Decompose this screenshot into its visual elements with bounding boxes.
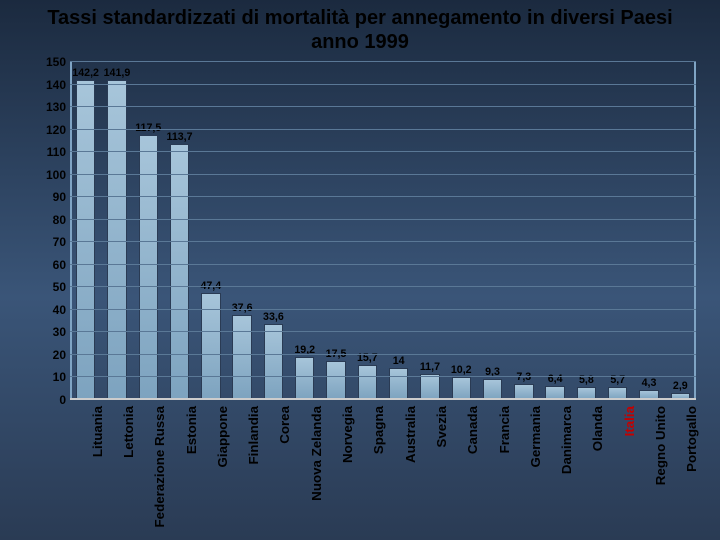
ytick-label: 60: [40, 258, 66, 272]
slide-root: Tassi standardizzati di mortalità per an…: [0, 0, 720, 540]
gridline: [70, 309, 696, 310]
bar-data-label: 142,2: [72, 67, 99, 81]
gridline: [70, 376, 696, 377]
ytick-label: 20: [40, 348, 66, 362]
x-category-label: Germania: [528, 406, 543, 468]
ytick-label: 10: [40, 370, 66, 384]
bar-data-label: 11,7: [420, 361, 440, 375]
gridline: [70, 106, 696, 107]
x-category-label: Regno Unito: [653, 406, 668, 485]
x-category-label: Olanda: [590, 406, 605, 451]
ytick-label: 90: [40, 190, 66, 204]
ytick-label: 110: [40, 145, 66, 159]
x-category-label: Lituania: [90, 406, 105, 457]
x-category-label: Canada: [465, 406, 480, 454]
bar: 117,5: [139, 135, 158, 400]
ytick-label: 0: [40, 393, 66, 407]
bar-data-label: 7,3: [516, 371, 531, 385]
bar: 9,3: [483, 379, 502, 400]
chart-title: Tassi standardizzati di mortalità per an…: [0, 6, 720, 54]
bar: 33,6: [264, 324, 283, 400]
gridline: [70, 219, 696, 220]
ytick-label: 140: [40, 78, 66, 92]
gridline: [70, 286, 696, 287]
x-category-label: Svezia: [434, 406, 449, 448]
bar: 15,7: [358, 365, 377, 400]
ytick-label: 150: [40, 55, 66, 69]
gridline: [70, 331, 696, 332]
bar: 17,5: [326, 361, 345, 400]
x-category-label: Lettonia: [121, 406, 136, 458]
ytick-label: 80: [40, 213, 66, 227]
x-category-label: Giappone: [215, 406, 230, 467]
gridline: [70, 151, 696, 152]
ytick-label: 130: [40, 100, 66, 114]
bar: 19,2: [295, 357, 314, 400]
gridline: [70, 196, 696, 197]
gridline: [70, 264, 696, 265]
x-axis: LituaniaLettoniaFederazione RussaEstonia…: [70, 400, 696, 520]
bar-data-label: 141,9: [104, 67, 131, 81]
ytick-label: 50: [40, 280, 66, 294]
x-category-label: Portogallo: [684, 406, 699, 472]
bar: 14: [389, 368, 408, 400]
gridline: [70, 174, 696, 175]
x-category-label: Danimarca: [559, 406, 574, 474]
chart-container: Tasso per 1.000.000 res./anno 142,2141,9…: [16, 62, 704, 520]
bar-data-label: 4,3: [642, 377, 657, 391]
gridline: [70, 129, 696, 130]
x-category-label: Federazione Russa: [152, 406, 167, 527]
x-category-label: Finlandia: [246, 406, 261, 465]
bar: 113,7: [170, 144, 189, 400]
x-category-label: Spagna: [371, 406, 386, 454]
title-line2: anno 1999: [311, 31, 409, 53]
bar: 37,6: [232, 315, 251, 400]
ytick-label: 100: [40, 168, 66, 182]
x-category-label: Nuova Zelanda: [309, 406, 324, 501]
bars-layer: 142,2141,9117,5113,747,437,633,619,217,5…: [70, 62, 696, 400]
gridline: [70, 241, 696, 242]
bar-data-label: 14: [393, 355, 405, 369]
x-category-label: Norvegia: [340, 406, 355, 463]
bar-data-label: 113,7: [166, 131, 192, 145]
x-category-label: Australia: [403, 406, 418, 463]
bar-data-label: 2,9: [673, 380, 688, 394]
bar-data-label: 9,3: [485, 366, 500, 380]
bar: 11,7: [420, 374, 439, 400]
x-category-label: Italia: [622, 406, 637, 436]
gridline: [70, 61, 696, 62]
bar: 10,2: [452, 377, 471, 400]
x-category-label: Estonia: [184, 406, 199, 454]
ytick-label: 40: [40, 303, 66, 317]
ytick-label: 120: [40, 123, 66, 137]
bar-data-label: 33,6: [263, 311, 284, 325]
bar-data-label: 6,4: [548, 373, 563, 387]
x-category-label: Francia: [497, 406, 512, 453]
gridline: [70, 354, 696, 355]
x-category-label: Corea: [277, 406, 292, 444]
gridline: [70, 84, 696, 85]
ytick-label: 30: [40, 325, 66, 339]
title-line1: Tassi standardizzati di mortalità per an…: [47, 7, 672, 29]
plot-area: 142,2141,9117,5113,747,437,633,619,217,5…: [70, 62, 696, 400]
ytick-label: 70: [40, 235, 66, 249]
bar-data-label: 19,2: [294, 344, 315, 358]
